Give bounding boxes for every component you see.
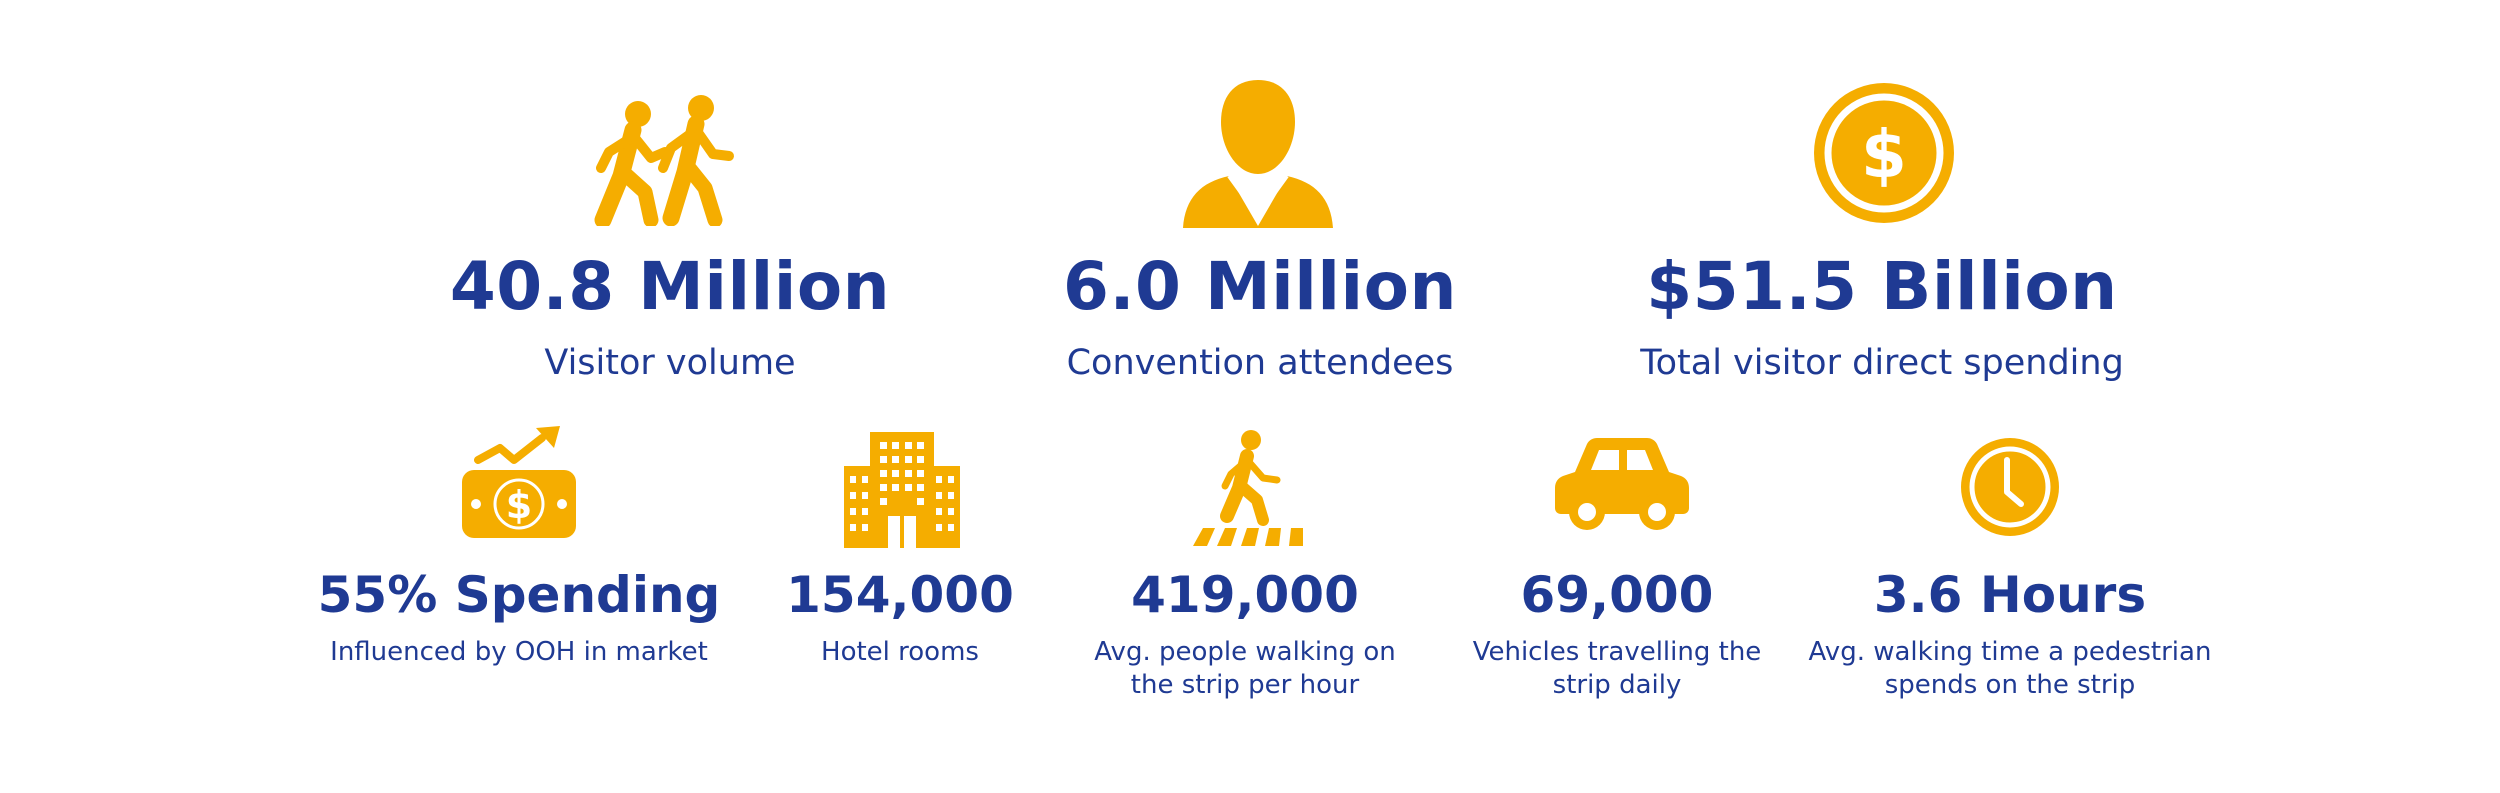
stat-convention-attendees: 6.0 Million Convention attendees xyxy=(1063,254,1457,384)
stat-value: 69,000 xyxy=(1520,566,1714,624)
stat-label: Visitor volume xyxy=(544,343,796,383)
stat-visitor-spending: $51.5 Billion Total visitor direct spend… xyxy=(1640,254,2124,384)
svg-text:$: $ xyxy=(506,483,532,527)
stat-value: 40.8 Million xyxy=(449,248,891,325)
svg-text:$: $ xyxy=(1861,116,1907,193)
stat-value: $51.5 Billion xyxy=(1646,248,2118,325)
stat-label-line: the strip per hour xyxy=(1130,670,1360,701)
stat-label: Avg. people walking on the strip per hou… xyxy=(1094,636,1395,703)
money-trend-icon: $ xyxy=(462,426,576,538)
stat-label-line: Vehicles travelling the xyxy=(1472,637,1762,667)
clock-icon xyxy=(1961,438,2059,536)
car-icon xyxy=(1555,438,1689,530)
stat-walking-time: 3.6 Hours Avg. walking time a pedestrian… xyxy=(1809,570,2212,703)
stat-label: Influenced by OOH in market xyxy=(318,636,721,669)
stat-visitor-volume: 40.8 Million Visitor volume xyxy=(450,254,890,384)
stat-label-line: Hotel rooms xyxy=(821,637,979,667)
stat-label-line: spends on the strip xyxy=(1884,670,2136,701)
stat-value: 3.6 Hours xyxy=(1873,566,2147,624)
pedestrian-crosswalk-icon xyxy=(1193,430,1303,546)
stat-label: Vehicles travelling the strip daily xyxy=(1473,636,1762,703)
stat-pedestrians-per-hour: 419,000 Avg. people walking on the strip… xyxy=(1094,570,1395,703)
dollar-coin-icon: $ xyxy=(1814,83,1954,223)
walking-people-icon xyxy=(594,95,734,226)
stat-ooh-spending: 55% Spending Influenced by OOH in market xyxy=(318,570,721,669)
stat-value: 419,000 xyxy=(1131,566,1359,624)
stat-label-line: Avg. walking time a pedestrian xyxy=(1808,637,2212,667)
stat-value: 55% Spending xyxy=(317,566,721,624)
stat-label: Convention attendees xyxy=(1066,343,1454,383)
stat-label: Avg. walking time a pedestrian spends on… xyxy=(1809,636,2212,703)
stat-hotel-rooms: 154,000 Hotel rooms xyxy=(786,570,1014,669)
stat-value: 154,000 xyxy=(786,566,1014,624)
stat-label: Total visitor direct spending xyxy=(1640,343,2124,383)
stat-label-line: Avg. people walking on xyxy=(1094,637,1396,667)
stat-label: Hotel rooms xyxy=(786,636,1014,669)
stat-label-line: strip daily xyxy=(1552,670,1682,701)
stat-vehicles-daily: 69,000 Vehicles travelling the strip dai… xyxy=(1473,570,1762,703)
person-bust-icon xyxy=(1183,80,1333,228)
stat-label-line: Influenced by OOH in market xyxy=(330,637,708,667)
stat-value: 6.0 Million xyxy=(1063,248,1457,325)
hotel-building-icon xyxy=(844,432,960,548)
